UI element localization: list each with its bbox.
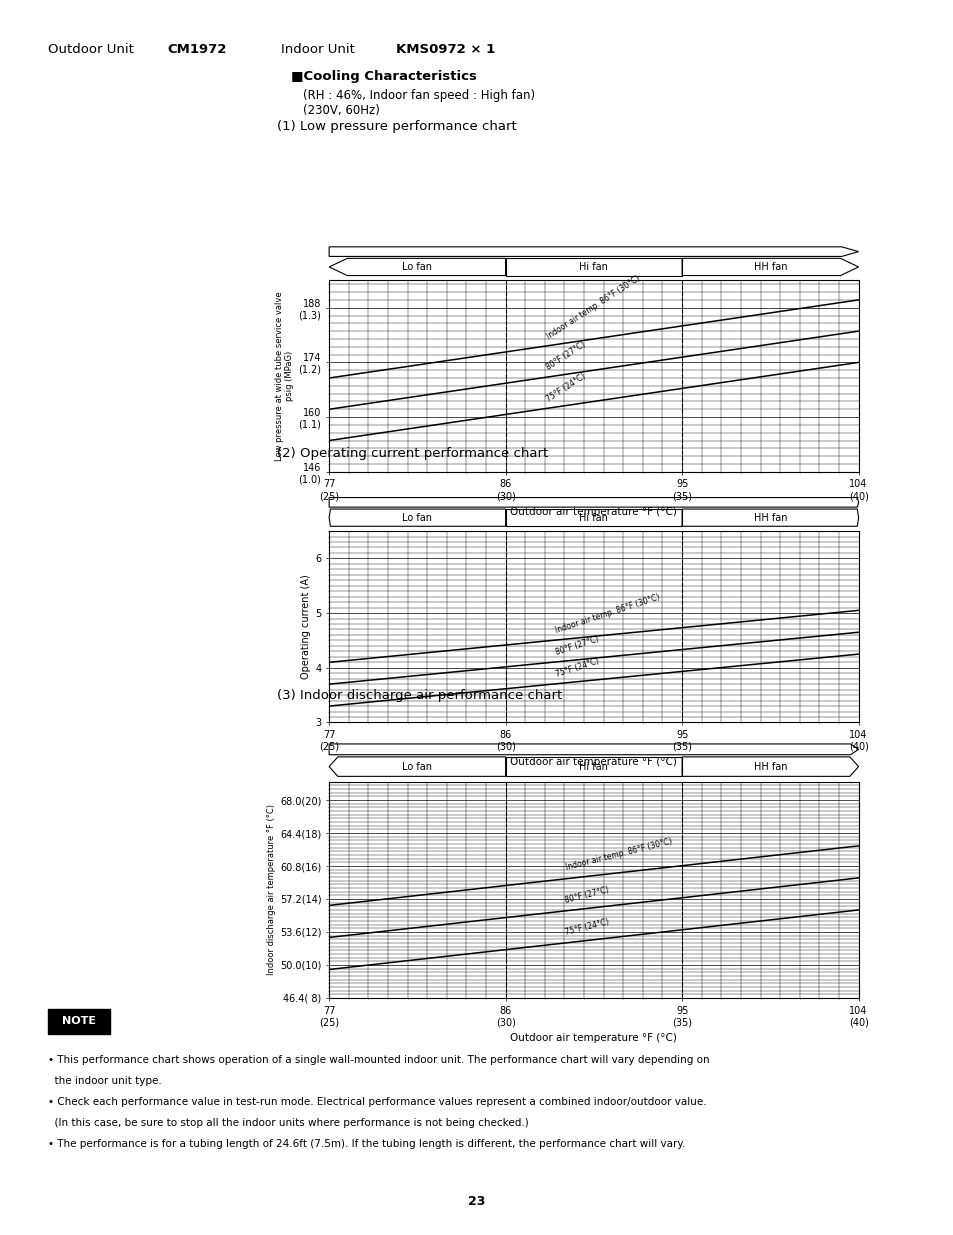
Text: 80°F (27°C): 80°F (27°C) xyxy=(554,635,599,657)
Text: (1) Low pressure performance chart: (1) Low pressure performance chart xyxy=(276,120,516,133)
Text: Hi fan: Hi fan xyxy=(578,513,608,522)
Text: HH fan: HH fan xyxy=(753,762,786,772)
Text: KMS0972 × 1: KMS0972 × 1 xyxy=(395,43,495,57)
X-axis label: Outdoor air temperature °F (°C): Outdoor air temperature °F (°C) xyxy=(510,757,677,767)
Text: 75°F (24°C): 75°F (24°C) xyxy=(564,918,610,937)
Y-axis label: Low pressure at wide tube service valve
psig (MPaG): Low pressure at wide tube service valve … xyxy=(274,291,294,461)
Text: Lo fan: Lo fan xyxy=(402,513,432,522)
Text: (3) Indoor discharge air performance chart: (3) Indoor discharge air performance cha… xyxy=(276,689,561,703)
Text: Lo fan: Lo fan xyxy=(402,762,432,772)
Text: • The performance is for a tubing length of 24.6ft (7.5m). If the tubing length : • The performance is for a tubing length… xyxy=(48,1139,684,1149)
Y-axis label: Indoor discharge air temperature °F (°C): Indoor discharge air temperature °F (°C) xyxy=(267,804,275,976)
Text: 80°F (27°C): 80°F (27°C) xyxy=(544,340,587,372)
Text: Indoor Unit: Indoor Unit xyxy=(281,43,355,57)
Text: (2) Operating current performance chart: (2) Operating current performance chart xyxy=(276,447,547,461)
Text: Indoor air temp. 86°F (30°C): Indoor air temp. 86°F (30°C) xyxy=(544,274,640,341)
Text: 80°F (27°C): 80°F (27°C) xyxy=(564,885,610,905)
Text: Lo fan: Lo fan xyxy=(402,262,432,272)
Text: 75°F (24°C): 75°F (24°C) xyxy=(554,656,599,679)
Text: Indoor air temp. 86°F (30°C): Indoor air temp. 86°F (30°C) xyxy=(554,593,660,635)
Text: 23: 23 xyxy=(468,1194,485,1208)
Text: • Check each performance value in test-run mode. Electrical performance values r: • Check each performance value in test-r… xyxy=(48,1097,705,1107)
Text: 75°F (24°C): 75°F (24°C) xyxy=(544,372,587,404)
X-axis label: Outdoor air temperature °F (°C): Outdoor air temperature °F (°C) xyxy=(510,1032,677,1042)
Text: (230V, 60Hz): (230V, 60Hz) xyxy=(303,104,380,117)
Text: Outdoor Unit: Outdoor Unit xyxy=(48,43,133,57)
Text: (In this case, be sure to stop all the indoor units where performance is not bei: (In this case, be sure to stop all the i… xyxy=(48,1118,528,1128)
Text: the indoor unit type.: the indoor unit type. xyxy=(48,1076,161,1086)
Text: (RH : 46%, Indoor fan speed : High fan): (RH : 46%, Indoor fan speed : High fan) xyxy=(303,89,535,103)
Text: ■Cooling Characteristics: ■Cooling Characteristics xyxy=(291,70,476,84)
Text: HH fan: HH fan xyxy=(753,513,786,522)
Text: Indoor air temp. 86°F (30°C): Indoor air temp. 86°F (30°C) xyxy=(564,836,672,872)
Text: • This performance chart shows operation of a single wall-mounted indoor unit. T: • This performance chart shows operation… xyxy=(48,1055,709,1065)
Text: Hi fan: Hi fan xyxy=(578,262,608,272)
Text: HH fan: HH fan xyxy=(753,262,786,272)
Text: Hi fan: Hi fan xyxy=(578,762,608,772)
Y-axis label: Operating current (A): Operating current (A) xyxy=(301,574,311,679)
Text: CM1972: CM1972 xyxy=(167,43,226,57)
Text: NOTE: NOTE xyxy=(62,1016,95,1026)
X-axis label: Outdoor air temperature °F (°C): Outdoor air temperature °F (°C) xyxy=(510,506,677,516)
